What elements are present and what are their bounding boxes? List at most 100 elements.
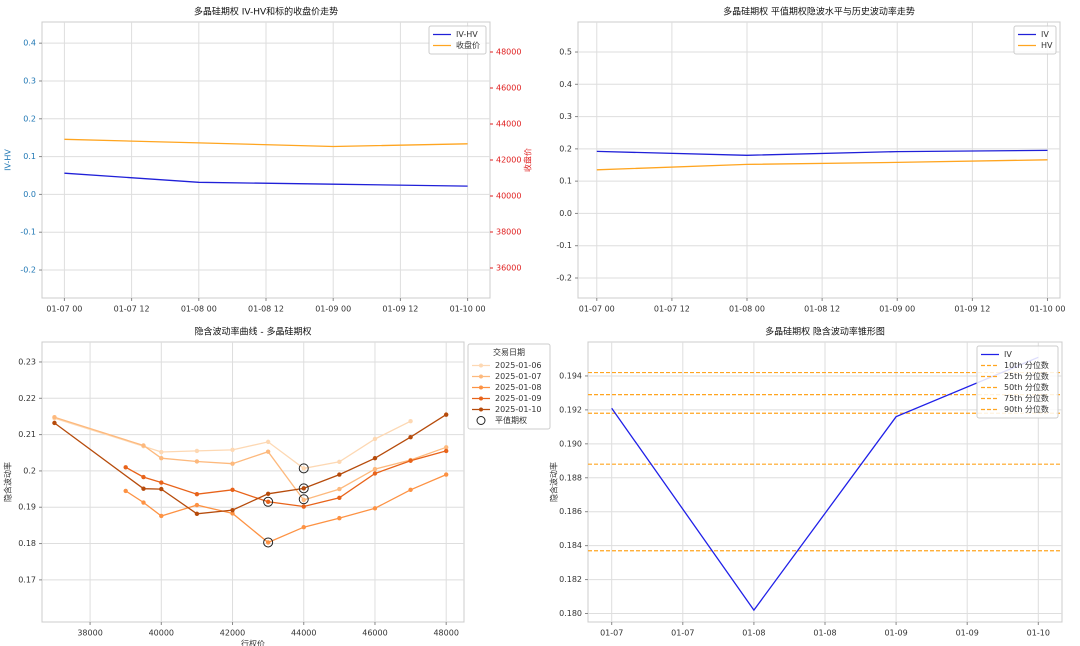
x-tick-label: 01-08 00 [729,305,765,314]
y2-tick-label: 42000 [496,156,521,165]
data-point [372,466,378,472]
legend-label: 2025-01-07 [495,372,542,381]
x-tick-label: 48000 [433,629,458,638]
data-point [408,487,413,493]
y-tick-label: 0.190 [559,439,582,448]
y-tick-label: 0.2 [23,114,36,123]
plot-area [577,21,1061,299]
x-tick-label: 01-09 00 [315,305,351,314]
data-point [408,434,413,440]
x-tick-label: 01-07 12 [114,305,150,314]
series-line [54,417,411,470]
legend-label: 2025-01-10 [495,405,542,414]
data-point [443,448,449,454]
series-line [64,138,468,148]
y-tick-label: 0.3 [23,76,36,85]
data-point [337,495,342,500]
legend-box [976,345,1059,419]
data-point [265,439,271,445]
data-point [52,414,57,420]
chart-title: 多晶硅期权 IV-HV和标的收盘价走势 [194,6,338,18]
legend-swatch-dot [479,385,483,390]
x-tick-label: 01-07 12 [654,305,690,314]
y-tick-label: 0.0 [23,190,36,199]
y2-tick-label: 38000 [496,227,521,236]
chart-title: 多晶硅期权 隐含波动率锥形图 [765,326,885,338]
legend: 交易日期 2025-01-06 2025-01-07 2025-01-08 2025-0… [467,343,551,430]
atm-marker [263,537,274,548]
data-point [337,472,342,477]
y2-tick-label: 44000 [496,120,521,129]
data-point [194,502,200,508]
legend-box [1013,25,1057,55]
data-point [159,486,164,492]
y-tick-label: 0.23 [18,357,36,366]
data-point [159,480,164,485]
x-tick-label: 01-07 [671,629,694,638]
data-point [230,461,235,466]
legend-label: 收盘价 [456,40,480,50]
data-point [408,458,413,463]
data-point [337,459,342,465]
y-tick-label: 0.192 [559,405,582,414]
data-point [372,456,378,461]
y-tick-label: -0.1 [20,228,36,237]
data-point [194,459,200,464]
y2-tick-label: 46000 [496,84,521,93]
y-tick-label: 0.2 [23,466,36,475]
x-tick-label: 46000 [362,629,387,638]
series-line [64,172,468,187]
data-point [230,487,235,493]
y-tick-label: -0.2 [556,273,572,282]
data-point [159,513,164,519]
legend-label: 10th 分位数 [1004,360,1049,370]
y-tick-label: -0.2 [20,266,36,275]
legend-swatch [476,416,486,425]
legend-label: IV [1004,350,1012,359]
data-point [443,472,449,477]
y2-tick-label: 36000 [496,263,521,272]
plot-area [41,341,465,623]
chart-title: 多晶硅期权 平值期权隐波水平与历史波动率走势 [723,6,915,18]
y-tick-label: 0.5 [559,48,572,57]
legend-label: 2025-01-09 [495,394,542,403]
atm-marker [263,496,274,507]
y-tick-label: 0.17 [18,575,36,584]
data-point [194,511,200,516]
y-tick-label: -0.1 [556,241,572,250]
data-point [230,507,235,513]
atm-marker [298,483,309,494]
legend-label: 2025-01-06 [495,361,542,370]
atm-marker [298,463,309,474]
y-tick-label: 0.18 [18,539,36,548]
data-point [443,412,449,417]
series-line [596,149,1048,156]
x-tick-label: 01-07 [600,629,623,638]
y-tick-label: 0.19 [18,503,36,512]
data-point [443,445,449,450]
legend-label: 2025-01-08 [495,383,542,392]
x-tick-label: 01-10 00 [1029,305,1065,314]
data-point [194,448,200,454]
y2-axis-label: 收盘价 [523,148,533,172]
y-tick-label: 0.4 [23,39,36,48]
data-point [337,515,342,521]
data-point [141,486,146,491]
x-axis-label: 行权价 [241,639,265,646]
legend-label: IV [1041,30,1049,39]
y-tick-label: 0.188 [559,473,582,482]
data-point [337,486,342,492]
legend-title: 交易日期 [493,347,525,357]
x-tick-label: 01-09 00 [879,305,915,314]
x-tick-label: 01-08 [742,629,765,638]
data-point [194,491,200,497]
x-tick-label: 01-10 [1027,629,1050,638]
data-point [159,456,164,461]
data-point [372,506,378,511]
data-point [52,420,57,426]
data-point [265,499,271,504]
data-point [372,436,378,442]
y-tick-label: 0.1 [559,177,572,186]
